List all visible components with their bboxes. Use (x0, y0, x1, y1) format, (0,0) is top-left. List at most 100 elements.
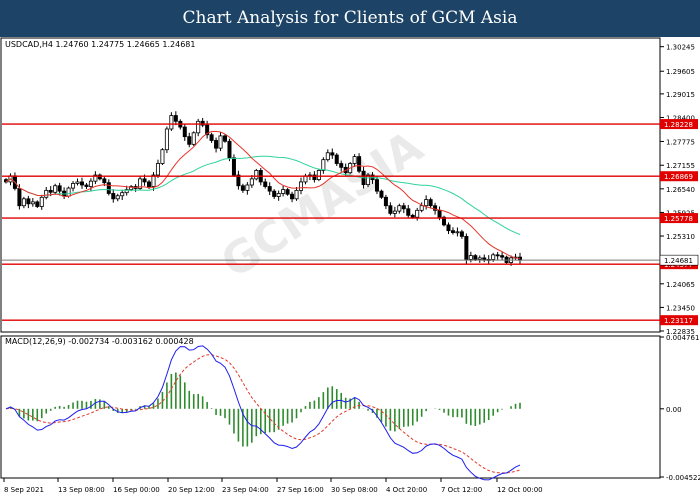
price-tick-label: 1.27155 (666, 162, 695, 170)
candle-body (392, 210, 397, 214)
candle-body (124, 189, 129, 194)
candle-body (254, 170, 259, 180)
candle-body (415, 209, 420, 218)
candle-body (446, 224, 451, 232)
candle-body (468, 255, 473, 260)
candle-body (93, 174, 98, 182)
time-tick-label: 12 Oct 00:00 (497, 486, 543, 494)
candle-body (111, 193, 116, 200)
macd-series: 0.004761 0.00 -0.004522 (5, 334, 700, 482)
candle-body (419, 205, 424, 211)
time-tick-label: 23 Sep 04:00 (222, 486, 269, 494)
ma-red-line (5, 130, 521, 259)
price-tick-label: 1.25310 (666, 233, 695, 241)
candle-body (227, 140, 232, 159)
candle-body (26, 198, 31, 205)
candle-body (231, 157, 236, 176)
candle-body (379, 190, 384, 198)
ma-green-line (5, 155, 521, 235)
candle-body (442, 216, 447, 226)
time-tick-label: 13 Sep 08:00 (58, 486, 105, 494)
price-tick-label: 1.27775 (666, 138, 695, 146)
price-tick-label: 1.22835 (666, 328, 695, 336)
candle-body (236, 174, 241, 187)
candle-body (276, 193, 281, 197)
candle-body (290, 193, 295, 200)
candle-body (218, 135, 223, 149)
candle-body (115, 195, 120, 200)
candle-body (437, 209, 442, 218)
candle-body (339, 163, 344, 168)
candle-body (79, 181, 84, 186)
macd-tick-label: 0.004761 (666, 334, 699, 342)
candle-body (44, 189, 49, 198)
candle-body (330, 152, 335, 156)
candle-body (401, 205, 406, 210)
time-tick-label: 4 Oct 20:00 (386, 486, 427, 494)
macd-tick-label: 0.00 (666, 406, 682, 414)
candle-body (21, 198, 26, 207)
candle-body (138, 178, 143, 189)
level-tag (660, 213, 698, 224)
moving-averages (5, 130, 521, 259)
price-tick-label: 1.26540 (666, 186, 695, 194)
candle-body (352, 156, 357, 164)
candle-body (164, 128, 169, 151)
level-tag-label: 1.23117 (664, 317, 693, 325)
candle-body (473, 255, 478, 260)
candle-body (263, 181, 268, 187)
candle-body (35, 201, 40, 207)
time-tick-label: 20 Sep 12:00 (168, 486, 215, 494)
price-tick-label: 1.29015 (666, 91, 695, 99)
candle-body (173, 115, 178, 122)
candle-body (187, 136, 192, 145)
candle-body (17, 188, 22, 207)
price-tick-label: 1.24065 (666, 281, 695, 289)
candle-body (142, 178, 147, 183)
macd-tick-label: -0.004522 (666, 474, 700, 482)
price-tick-label: 1.30245 (666, 44, 695, 52)
symbol-info-label: USDCAD,H4 1.24760 1.24775 1.24665 1.2468… (5, 40, 195, 49)
candle-body (455, 231, 460, 234)
candle-body (75, 181, 80, 184)
candle-body (285, 189, 290, 195)
candle-body (321, 159, 326, 171)
candle-body (30, 201, 35, 205)
candle-body (450, 230, 455, 233)
candle-body (464, 236, 469, 260)
candle-body (424, 199, 429, 207)
candle-body (374, 179, 379, 192)
candle-body (169, 115, 174, 130)
level-tag (660, 315, 698, 326)
candle-body (106, 182, 111, 194)
candle-body (325, 152, 330, 161)
current-price-label: 1.24681 (664, 257, 693, 265)
candle-body (102, 178, 107, 184)
candle-body (223, 135, 228, 142)
candle-body (84, 184, 89, 187)
level-tag-label: 1.28228 (664, 121, 693, 129)
candle-body (88, 180, 93, 187)
level-tag-label: 1.26869 (664, 173, 693, 181)
time-axis: 8 Sep 2021 13 Sep 08:00 16 Sep 00:00 20 Sep… (3, 478, 543, 494)
candle-body (491, 254, 496, 260)
support-resistance-levels: 1.282281.268691.257781.245771.231171.246… (2, 119, 699, 326)
page-title: Chart Analysis for Clients of GCM Asia (182, 8, 518, 28)
chart-area: GCMASIA USDCAD,H4 1.24760 1.24775 1.2466… (0, 37, 700, 500)
candle-body (366, 174, 371, 186)
candle-body (191, 132, 196, 145)
candle-body (240, 185, 245, 191)
candlestick-series (4, 111, 523, 266)
candle-body (129, 186, 134, 191)
price-tick-label: 1.29605 (666, 68, 695, 76)
candle-body (388, 205, 393, 214)
candle-body (500, 255, 505, 258)
candle-body (495, 254, 500, 257)
level-tag (660, 171, 698, 182)
candle-body (267, 186, 272, 192)
candle-body (196, 120, 201, 134)
candle-body (200, 120, 205, 126)
candle-body (205, 124, 210, 136)
time-tick-label: 7 Oct 12:00 (441, 486, 482, 494)
candle-body (294, 189, 299, 200)
